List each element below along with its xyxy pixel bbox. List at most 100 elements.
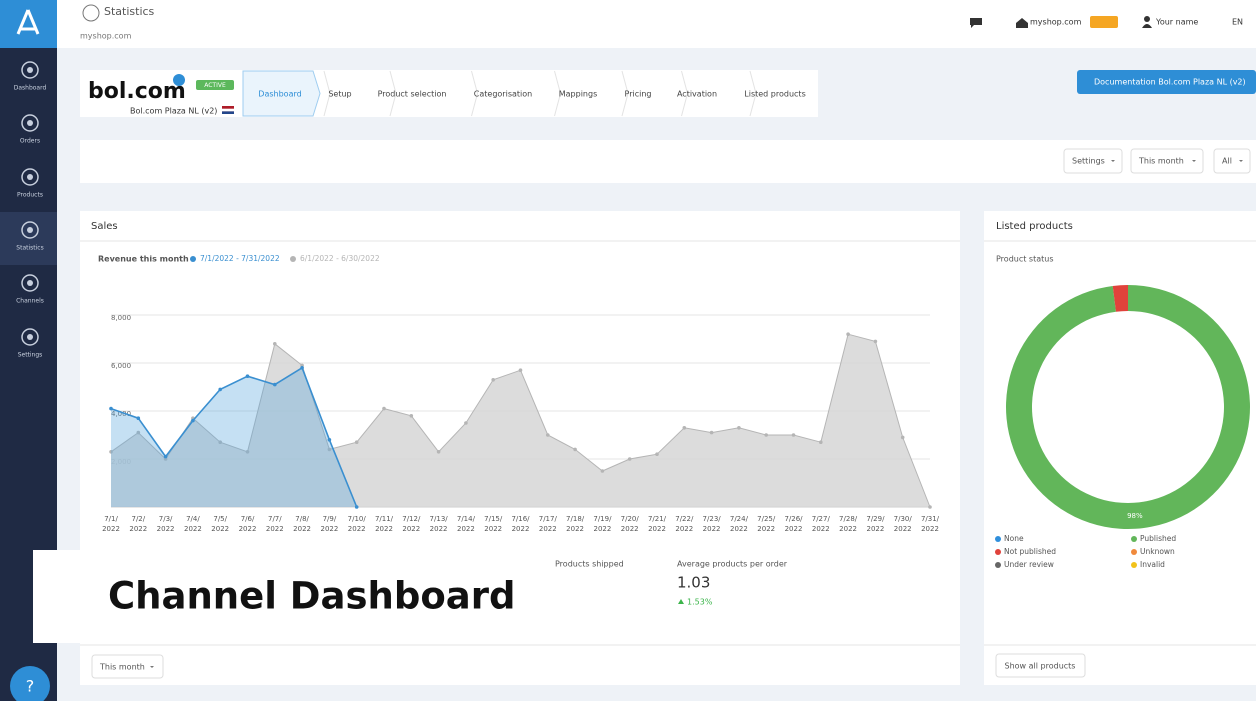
chart-subtitle: Revenue this month bbox=[98, 255, 189, 264]
legend-label[interactable]: 7/1/2022 - 7/31/2022 bbox=[200, 254, 280, 263]
legend-label[interactable]: Not published bbox=[1004, 547, 1056, 556]
caret bbox=[1111, 160, 1115, 162]
tab-separator bbox=[749, 70, 757, 117]
legend-marker[interactable] bbox=[1131, 562, 1137, 568]
nav-icon-dot[interactable] bbox=[27, 174, 33, 180]
point bbox=[273, 342, 277, 346]
tab[interactable]: Activation bbox=[677, 90, 717, 99]
tab-separator bbox=[323, 70, 331, 117]
point bbox=[136, 430, 141, 435]
nav-icon[interactable] bbox=[21, 114, 39, 132]
filter-dropdown[interactable] bbox=[1130, 148, 1204, 174]
filter-dropdown[interactable] bbox=[1063, 148, 1123, 174]
nav-icon-dot[interactable] bbox=[27, 280, 33, 286]
tab[interactable]: Product selection bbox=[378, 90, 447, 99]
point bbox=[273, 382, 277, 387]
y-tick-label: 6,000 bbox=[111, 362, 131, 370]
legend-marker[interactable] bbox=[995, 562, 1001, 568]
nav-icon[interactable] bbox=[21, 168, 39, 186]
point bbox=[682, 426, 687, 430]
nav-icon[interactable] bbox=[21, 328, 39, 346]
x-tick-label: 7/19/2022 bbox=[593, 515, 612, 533]
legend-marker[interactable] bbox=[995, 536, 1001, 542]
language[interactable]: EN bbox=[1232, 18, 1243, 27]
tab[interactable]: Dashboard bbox=[258, 90, 301, 99]
legend-label[interactable]: None bbox=[1004, 534, 1024, 543]
shop-link[interactable]: myshop.com bbox=[1030, 18, 1082, 27]
legend-label[interactable]: Under review bbox=[1004, 560, 1054, 569]
nav-label[interactable]: Settings bbox=[18, 352, 43, 359]
logo bbox=[16, 9, 40, 35]
user-icon bbox=[1144, 16, 1150, 22]
flag-stripe bbox=[222, 108, 234, 112]
nav-label[interactable]: Products bbox=[17, 192, 43, 199]
period-dropdown[interactable] bbox=[91, 654, 164, 679]
stat-change: 1.53% bbox=[687, 598, 713, 607]
nav-icon-dot[interactable] bbox=[27, 67, 33, 73]
tab[interactable]: Setup bbox=[328, 90, 351, 99]
show-all-button[interactable] bbox=[995, 653, 1086, 678]
point bbox=[245, 374, 250, 379]
nav-icon-dot[interactable] bbox=[27, 227, 33, 233]
help-label[interactable]: ? bbox=[26, 677, 35, 696]
point bbox=[109, 450, 113, 454]
x-tick-label: 7/3/2022 bbox=[157, 515, 175, 533]
legend-label[interactable]: 6/1/2022 - 6/30/2022 bbox=[300, 254, 380, 263]
x-tick-label: 7/23/2022 bbox=[703, 515, 722, 533]
x-tick-label: 7/13/2022 bbox=[430, 515, 449, 533]
tab-separator bbox=[554, 70, 562, 117]
legend-label[interactable]: Published bbox=[1140, 534, 1176, 543]
x-tick-label: 7/21/2022 bbox=[648, 515, 667, 533]
nav-label[interactable]: Channels bbox=[16, 298, 44, 305]
x-tick-label: 7/18/2022 bbox=[566, 515, 585, 533]
legend-label[interactable]: Invalid bbox=[1140, 560, 1165, 569]
legend-marker[interactable] bbox=[1131, 549, 1137, 555]
show-all-label[interactable]: Show all products bbox=[1005, 662, 1076, 671]
nav-label[interactable]: Statistics bbox=[16, 245, 43, 252]
point bbox=[327, 447, 332, 452]
nav-icon[interactable] bbox=[21, 61, 39, 79]
nav-icon[interactable] bbox=[21, 274, 39, 292]
tab[interactable]: Mappings bbox=[559, 90, 598, 99]
nav-icon-dot[interactable] bbox=[27, 120, 33, 126]
x-tick-label: 7/16/2022 bbox=[511, 515, 530, 533]
nav-label[interactable]: Dashboard bbox=[14, 85, 47, 92]
legend-marker[interactable] bbox=[190, 256, 196, 262]
x-tick-label: 7/22/2022 bbox=[675, 515, 694, 533]
documentation-label[interactable]: Documentation Bol.com Plaza NL (v2) bbox=[1094, 78, 1246, 87]
tab[interactable]: Categorisation bbox=[474, 90, 532, 99]
filter-label[interactable]: Settings bbox=[1072, 157, 1105, 166]
point bbox=[627, 457, 632, 461]
legend-label[interactable]: Unknown bbox=[1140, 547, 1175, 556]
tab-separator bbox=[471, 70, 479, 117]
x-tick-label: 7/8/2022 bbox=[293, 515, 311, 533]
legend-marker[interactable] bbox=[1131, 536, 1137, 542]
period-label[interactable]: This month bbox=[99, 663, 145, 672]
documentation-button[interactable] bbox=[1077, 70, 1256, 94]
user-name[interactable]: Your name bbox=[1155, 18, 1198, 27]
point bbox=[464, 421, 468, 425]
nav-icon-dot[interactable] bbox=[27, 334, 33, 340]
filter-label[interactable]: This month bbox=[1138, 157, 1184, 166]
filter-label[interactable]: All bbox=[1222, 157, 1232, 166]
area bbox=[111, 334, 930, 507]
overlay-box bbox=[33, 550, 555, 643]
point bbox=[573, 447, 577, 452]
legend-marker[interactable] bbox=[995, 549, 1001, 555]
tab[interactable]: Pricing bbox=[625, 90, 652, 99]
area bbox=[111, 367, 357, 507]
legend-marker[interactable] bbox=[290, 256, 296, 262]
flag-stripe bbox=[222, 111, 234, 114]
active-tab[interactable] bbox=[242, 70, 321, 117]
status-badge bbox=[196, 80, 234, 90]
help-button[interactable] bbox=[10, 666, 50, 701]
tab[interactable]: Listed products bbox=[744, 90, 805, 99]
x-tick-label: 7/31/2022 bbox=[921, 515, 940, 533]
x-tick-label: 7/10/2022 bbox=[348, 515, 367, 533]
chat-icon[interactable] bbox=[970, 18, 982, 28]
overlay-title: Channel Dashboard bbox=[108, 575, 515, 618]
nav-icon[interactable] bbox=[21, 221, 39, 239]
globe-icon bbox=[82, 4, 100, 22]
nav-label[interactable]: Orders bbox=[20, 138, 40, 145]
filter-dropdown[interactable] bbox=[1213, 148, 1251, 174]
